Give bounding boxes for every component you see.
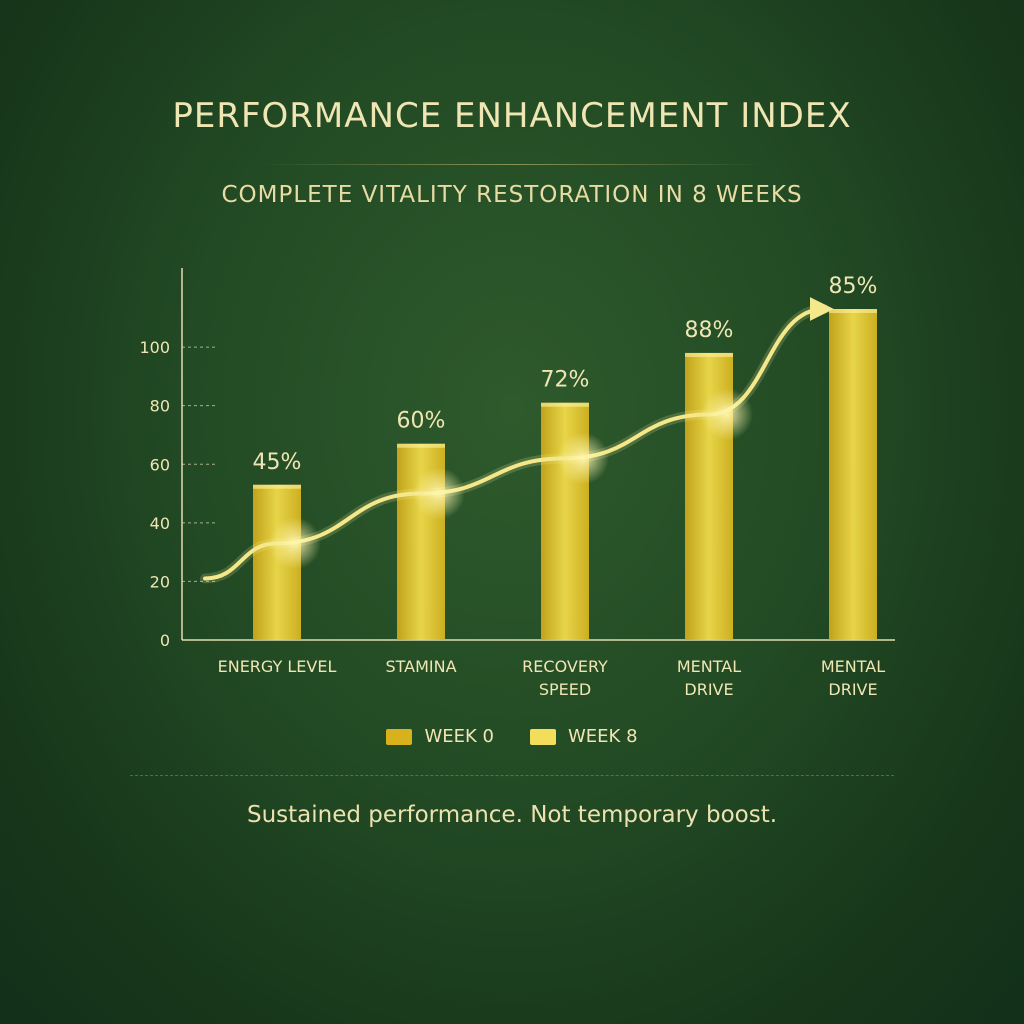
labels-group: 45% 60% 72% 88% 85% ENERGY LEVEL STAMINA RECOVE… — [218, 274, 886, 699]
trend-glow-4 — [701, 388, 753, 441]
legend-swatch-week-8 — [530, 728, 556, 745]
category-label-3-0: MENTAL — [677, 657, 741, 676]
bar-highlight-4 — [829, 309, 877, 314]
category-label-4-1: DRIVE — [828, 680, 877, 699]
trend-glow-3 — [557, 432, 609, 485]
bar-highlight-3 — [685, 352, 733, 357]
chart-axes: 0 20 40 60 80 100 — [139, 268, 895, 650]
title-divider — [260, 164, 764, 165]
y-tick-label-20: 20 — [150, 572, 170, 591]
tagline: Sustained performance. Not temporary boo… — [246, 802, 778, 828]
trend-glow-1 — [269, 517, 321, 570]
bar-highlight-0 — [253, 484, 301, 489]
bar-4 — [829, 309, 877, 640]
legend-item-week-0: WEEK 0 — [386, 726, 494, 747]
legend-swatch-week-0 — [386, 728, 413, 745]
legend: WEEK 0 WEEK 8 — [0, 726, 1024, 747]
category-label-3-1: DRIVE — [684, 680, 733, 699]
trend-group — [200, 297, 834, 584]
y-tick-label-60: 60 — [150, 455, 170, 474]
y-tick-label-0: 0 — [160, 631, 170, 650]
category-label-4-0: MENTAL — [821, 657, 885, 676]
y-tick-label-80: 80 — [150, 397, 170, 416]
category-label-1-0: STAMINA — [385, 657, 456, 676]
legend-item-week-8: WEEK 8 — [530, 726, 638, 747]
legend-label-week-8: WEEK 8 — [568, 726, 638, 747]
category-label-2-0: RECOVERY — [522, 657, 608, 676]
y-tick-label-100: 100 — [139, 338, 170, 357]
bar-highlight-2 — [541, 402, 589, 407]
bottom-divider — [130, 775, 894, 776]
data-label-0: 45% — [253, 450, 302, 475]
category-label-0-0: ENERGY LEVEL — [218, 657, 337, 676]
data-label-3: 88% — [685, 318, 734, 343]
data-label-4: 85% — [829, 274, 878, 299]
chart-title: PERFORMANCE ENHANCEMENT INDEX — [172, 96, 852, 136]
bar-highlight-1 — [397, 443, 445, 448]
data-label-1: 60% — [397, 409, 446, 434]
chart-subtitle: COMPLETE VITALITY RESTORATION IN 8 WEEKS — [221, 182, 803, 208]
trend-glow-2 — [413, 467, 465, 520]
y-tick-label-40: 40 — [150, 514, 170, 533]
data-label-2: 72% — [541, 368, 590, 393]
category-label-2-1: SPEED — [539, 680, 591, 699]
legend-label-week-0: WEEK 0 — [424, 726, 494, 747]
